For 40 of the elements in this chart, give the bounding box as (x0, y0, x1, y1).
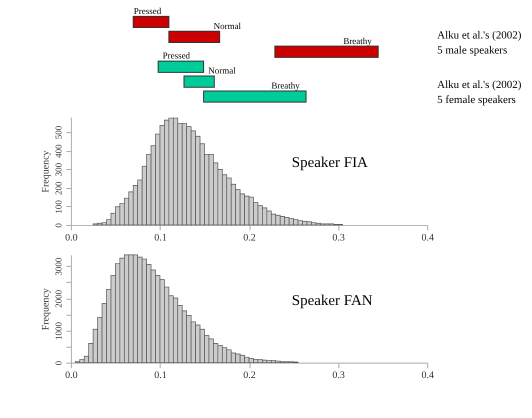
annotation: Speaker FAN (292, 292, 373, 309)
y-tick-label: 500 (53, 125, 64, 140)
y-tick-label: 1000 (53, 322, 64, 340)
annotation: Breathy (343, 36, 372, 46)
y-tick-label: 3000 (53, 257, 64, 276)
bar (158, 60, 204, 73)
x-tick-label: 0.2 (243, 370, 256, 382)
x-tick-label: 0.0 (65, 232, 78, 244)
y-tick-label: 0 (53, 360, 64, 366)
y-axis-title: Frequency (40, 150, 52, 193)
bar (184, 76, 215, 88)
annotation: Pressed (162, 50, 191, 61)
x-tick-label: 0.3 (332, 370, 345, 382)
x-tick-label: 0.4 (421, 370, 434, 382)
x-tick-label: 0.1 (154, 232, 167, 244)
x-tick-label: 0.2 (243, 232, 256, 244)
text: 5 male speakers (437, 44, 508, 56)
y-tick-label: 300 (53, 162, 64, 176)
bar (203, 90, 307, 103)
annotation: Speaker FIA (292, 155, 368, 172)
y-axis-title: Frequency (40, 288, 52, 330)
x-tick-label: 0.1 (154, 370, 167, 382)
y-tick-label: 0 (53, 222, 64, 228)
x-tick-label: 0.0 (65, 370, 78, 382)
text: Alku et al.'s (2002) (437, 29, 522, 42)
text: 5 female speakers (437, 94, 516, 106)
y-tick-label: 2000 (53, 289, 64, 308)
y-tick-label: 400 (53, 144, 64, 158)
annotation: Normal (208, 66, 236, 76)
x-tick-label: 0.3 (332, 232, 345, 244)
bar (132, 16, 170, 28)
annotation: Normal (214, 20, 242, 31)
y-tick-label: 100 (53, 200, 64, 214)
annotation: Pressed (134, 6, 162, 16)
text: Alku et al.'s (2002) (437, 79, 522, 92)
x-tick-label: 0.4 (421, 232, 434, 244)
y-tick-label: 200 (53, 181, 64, 195)
bar (168, 30, 220, 43)
bar (274, 46, 379, 58)
annotation: Breathy (271, 80, 300, 91)
